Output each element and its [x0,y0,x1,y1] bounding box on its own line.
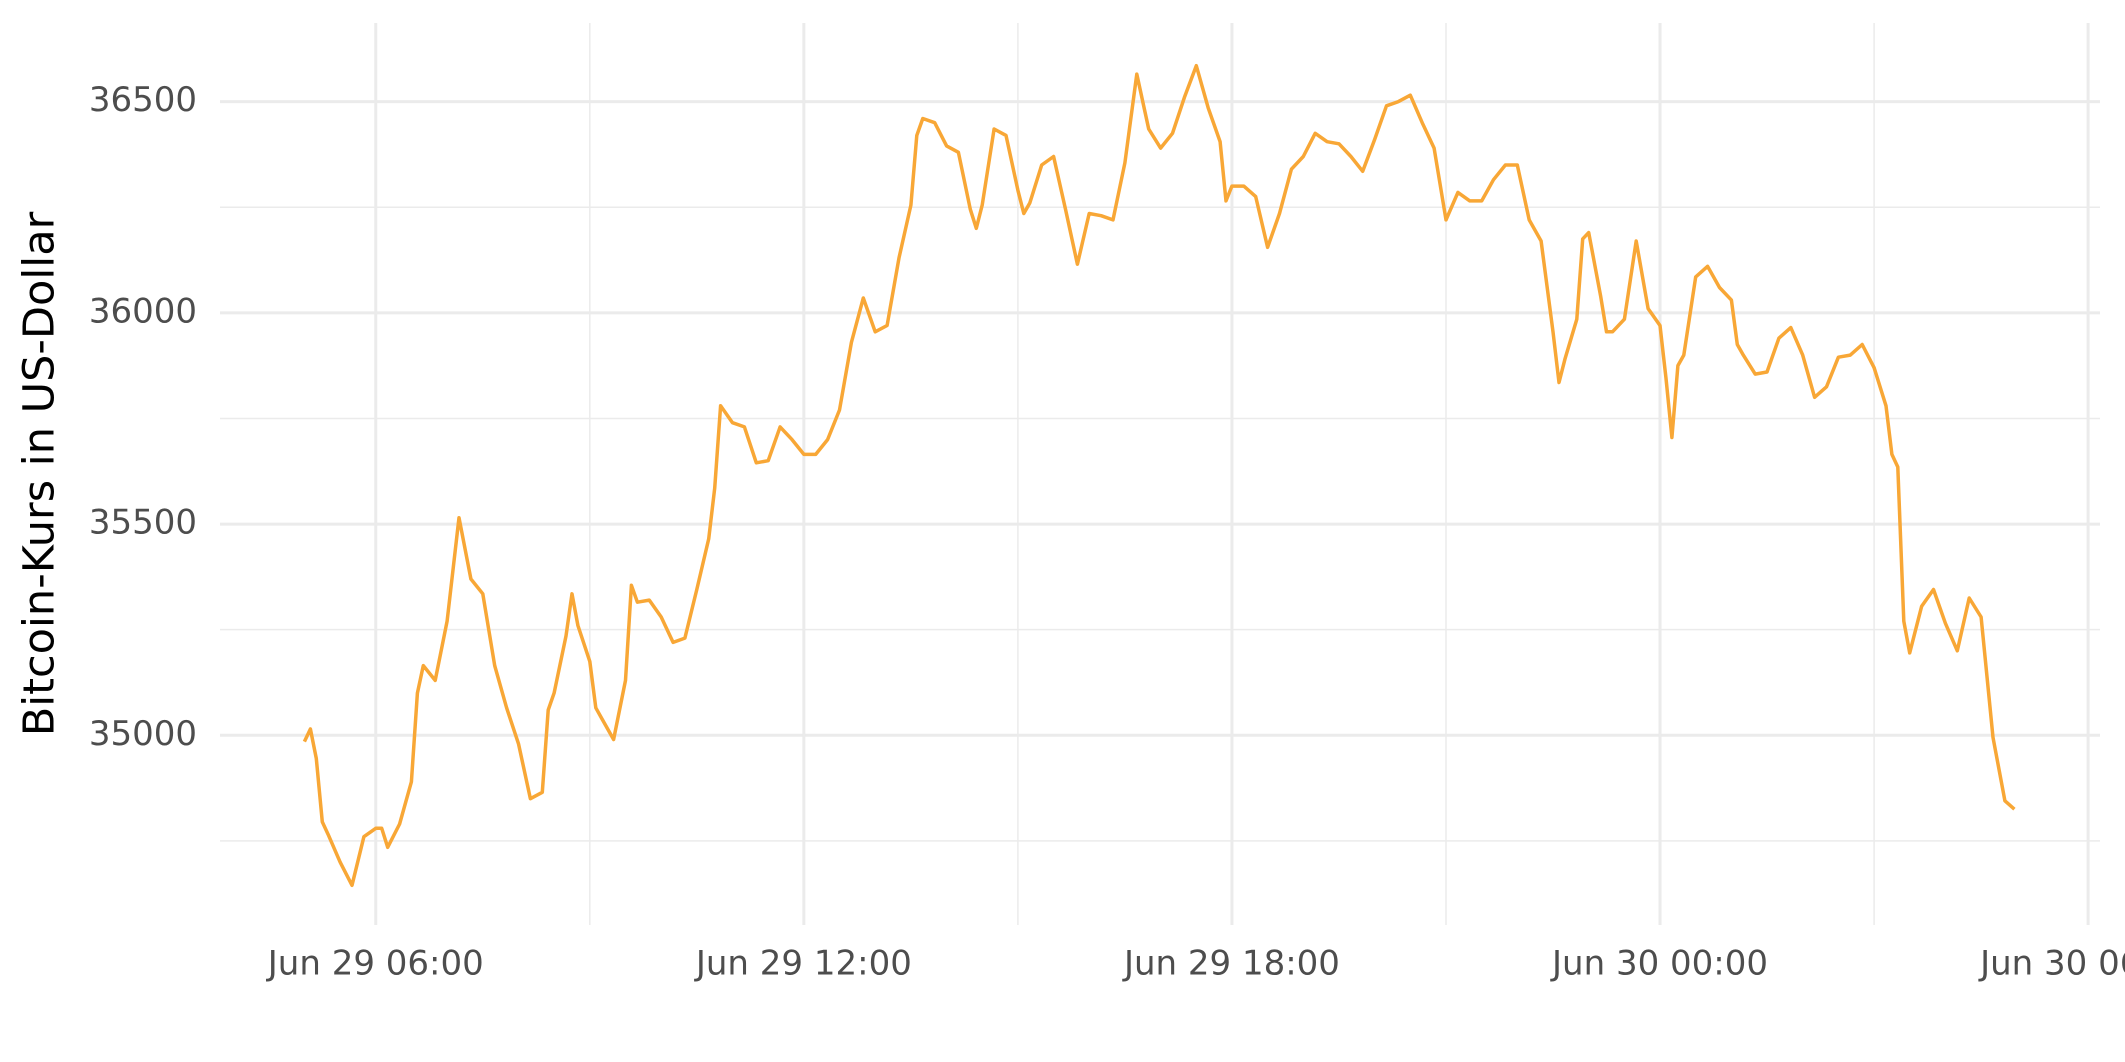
x-tick-label: Jun 29 12:00 [694,944,912,984]
x-tick-label: Jun 30 06:00 [1978,944,2125,984]
x-tick-label: Jun 29 06:00 [266,944,484,984]
y-axis-title: Bitcoin-Kurs in US-Dollar [15,211,65,736]
y-tick-label: 36000 [89,291,197,331]
y-tick-label: 36500 [89,80,197,120]
y-tick-label: 35000 [89,714,197,754]
grid [220,23,2100,925]
x-tick-label: Jun 29 18:00 [1122,944,1340,984]
x-tick-label: Jun 30 00:00 [1550,944,1768,984]
y-tick-label: 35500 [89,503,197,543]
price-line [302,63,2016,888]
